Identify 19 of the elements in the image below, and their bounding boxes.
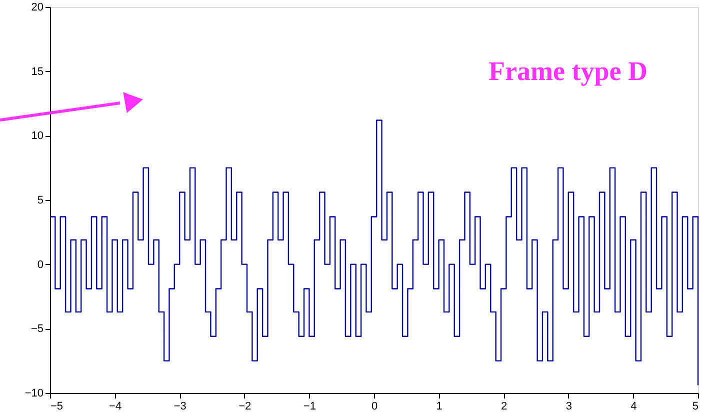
y-tick-label: −5	[30, 323, 44, 336]
y-tick-label: 0	[37, 258, 44, 271]
x-tick-label: 3	[566, 400, 572, 412]
x-tick-label: −1	[303, 400, 316, 412]
x-tick-label: 4	[630, 400, 637, 412]
x-tick-label: −3	[174, 400, 186, 412]
x-tick-label: 1	[436, 400, 442, 412]
x-tick-label: −2	[238, 400, 252, 412]
x-tick-label: 5	[692, 400, 698, 412]
x-tick-label: −4	[109, 400, 122, 412]
y-tick-label: 5	[37, 194, 44, 206]
y-tick-label: 20	[31, 2, 44, 14]
x-tick-label: 2	[501, 400, 508, 412]
y-tick-label: 10	[31, 130, 44, 142]
x-tick-label: 0	[371, 400, 378, 412]
annotation: Frame type D	[488, 56, 648, 86]
y-tick-label: −10	[24, 388, 44, 400]
y-tick-label: 15	[31, 66, 44, 78]
x-tick-label: −5	[50, 400, 64, 412]
